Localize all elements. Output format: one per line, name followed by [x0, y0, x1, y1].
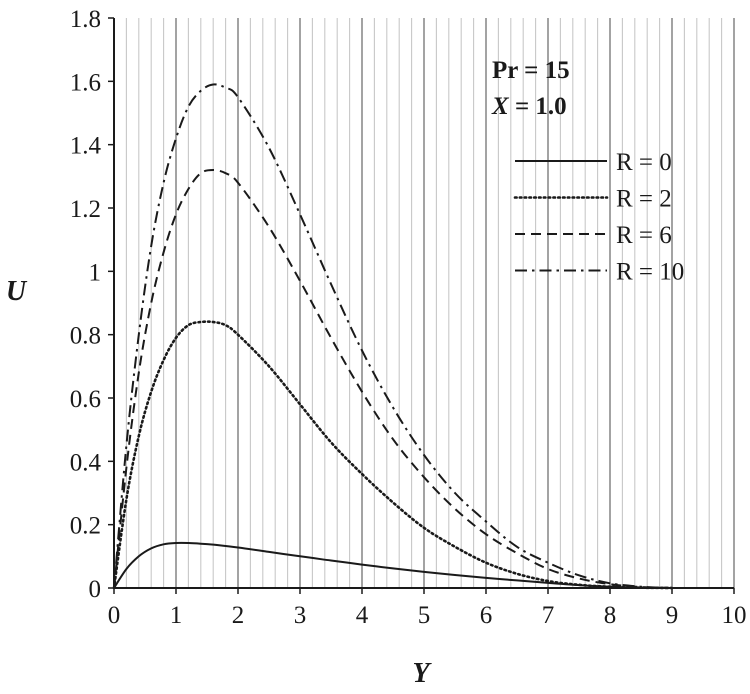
- x-tick-label: 8: [604, 602, 617, 629]
- x-annotation-symbol: X: [491, 93, 510, 120]
- x-tick-label: 3: [294, 602, 307, 629]
- y-tick-label: 1.6: [70, 69, 101, 96]
- y-tick-label: 0.2: [70, 513, 101, 540]
- y-axis-title: U: [6, 276, 28, 307]
- legend-label: R = 6: [616, 222, 672, 249]
- grid-lines: [125, 18, 735, 588]
- y-tick-label: 1: [89, 259, 102, 286]
- x-axis-title: Y: [412, 658, 432, 689]
- x-annotation: X = 1.0: [491, 93, 567, 120]
- y-tick-label: 1.4: [70, 133, 102, 160]
- y-tick-label: 0.6: [70, 386, 101, 413]
- y-tick-label: 0.4: [70, 449, 102, 476]
- y-tick-label: 1.2: [70, 196, 101, 223]
- x-tick-label: 4: [356, 602, 369, 629]
- y-tick-label: 0.8: [70, 323, 101, 350]
- x-annotation-value: = 1.0: [509, 93, 567, 120]
- series-line-4: [113, 83, 673, 589]
- series-lines: [112, 83, 674, 590]
- series-line-3: [113, 168, 673, 589]
- x-tick-label: 2: [232, 602, 245, 629]
- y-tick-label: 1.8: [70, 6, 101, 33]
- legend-label: R = 2: [616, 186, 672, 213]
- x-tick-label: 0: [108, 602, 121, 629]
- x-tick-label: 10: [722, 602, 747, 629]
- x-tick-label: 7: [542, 602, 555, 629]
- pr-annotation: Pr = 15: [492, 57, 570, 84]
- legend: R = 0 R = 2 R = 6 R = 10: [513, 149, 684, 286]
- series-line-2: [112, 320, 674, 590]
- x-tick-label: 1: [170, 602, 183, 629]
- tick-labels: 0 1 2 3 4 5 6 7 8 9 10 0 0.2 0.4 0.6 0.8 1 1.2 1.4 1.6 1.8: [70, 6, 747, 629]
- series-line-1: [113, 541, 673, 589]
- x-tick-label: 5: [418, 602, 431, 629]
- legend-label: R = 10: [616, 259, 684, 286]
- x-tick-label: 9: [666, 602, 679, 629]
- y-tick-label: 0: [89, 576, 102, 603]
- x-tick-label: 6: [480, 602, 493, 629]
- legend-label: R = 0: [616, 149, 672, 176]
